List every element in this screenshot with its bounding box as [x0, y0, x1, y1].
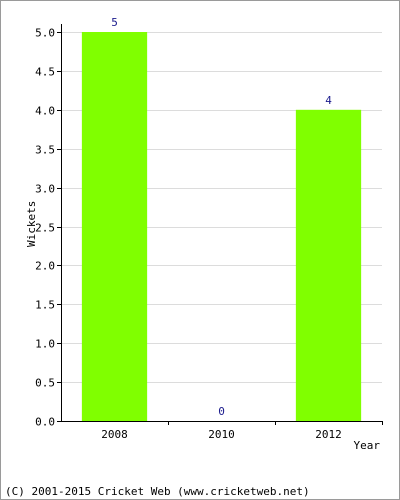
y-tick-label: 1.5: [35, 299, 55, 312]
data-label: 0: [218, 405, 225, 418]
x-tick-label: 2010: [208, 428, 235, 441]
x-axis-title: Year: [354, 439, 381, 452]
label-layer: 0.0 0.5 1.0 1.5 2.0 2.5 3.0 3.5 4.0 4.5 5.0 5 2008 0 2…: [35, 16, 342, 441]
bar: [295, 109, 362, 422]
wickets-bar-chart: 0.0 0.5 1.0 1.5 2.0 2.5 3.0 3.5 4.0 4.5 5.0 5 2008 0 2…: [25, 16, 383, 452]
y-axis-title: Wickets: [25, 201, 38, 247]
x-tick-label: 2012: [315, 428, 342, 441]
data-label: 4: [325, 94, 332, 107]
y-tick-label: 5.0: [35, 27, 55, 40]
y-tick-label: 0.0: [35, 416, 55, 429]
y-tick-label: 4.5: [35, 66, 55, 79]
y-tick-label: 3.0: [35, 183, 55, 196]
bar-layer: [81, 32, 362, 422]
y-tick-label: 3.5: [35, 144, 55, 157]
y-tick-label: 4.0: [35, 105, 55, 118]
data-label: 5: [111, 16, 118, 29]
y-tick-label: 0.5: [35, 377, 55, 390]
y-tick-label: 1.0: [35, 338, 55, 351]
y-tick-label: 2.5: [35, 222, 55, 235]
copyright-footer: (C) 2001-2015 Cricket Web (www.cricketwe…: [5, 485, 310, 498]
axis-layer: [57, 24, 383, 425]
bar: [81, 32, 148, 421]
y-tick-label: 2.0: [35, 260, 55, 273]
x-tick-label: 2008: [101, 428, 128, 441]
